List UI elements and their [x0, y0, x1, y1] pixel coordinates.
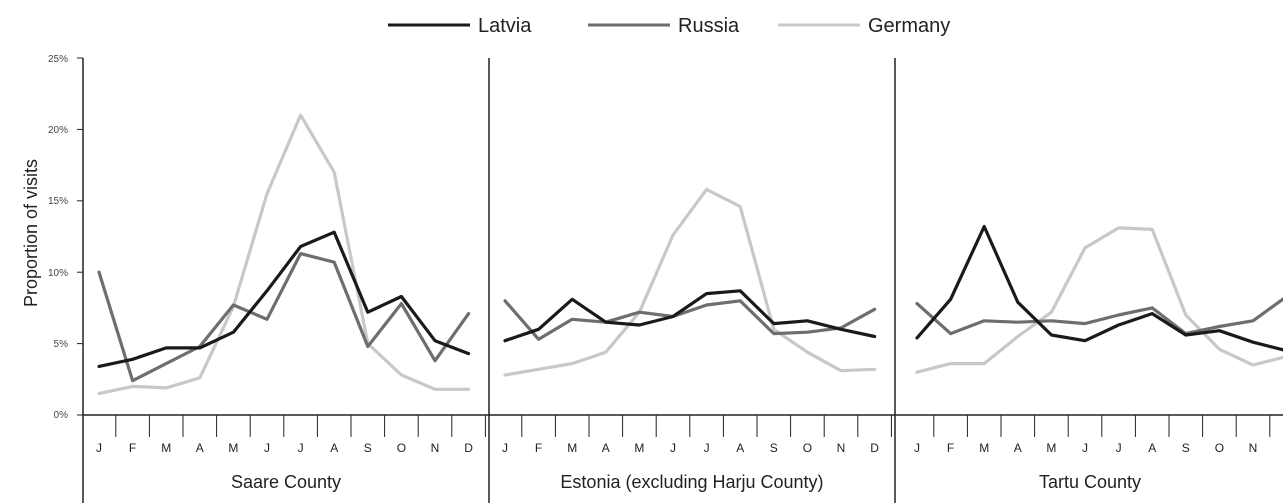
month-label-p0-3: A [196, 441, 204, 455]
legend-label-germany: Germany [868, 15, 950, 37]
month-label-p0-0: J [96, 441, 102, 455]
y-tick-label-10: 10% [48, 268, 68, 279]
month-label-p1-5: J [670, 441, 676, 455]
month-label-p1-3: A [602, 441, 610, 455]
y-tick-label-25: 25% [48, 54, 68, 65]
month-label-p2-5: J [1082, 441, 1088, 455]
month-label-p2-4: M [1046, 441, 1056, 455]
month-label-p2-8: S [1182, 441, 1190, 455]
month-label-p1-6: J [704, 441, 710, 455]
month-label-p0-10: N [431, 441, 440, 455]
month-label-p0-2: M [161, 441, 171, 455]
y-axis-title: Proportion of visits [21, 159, 41, 307]
month-label-p1-8: S [770, 441, 778, 455]
panel-title-estonia: Estonia (excluding Harju County) [560, 472, 823, 492]
legend-label-russia: Russia [678, 15, 740, 37]
series-line-germany-panel-1 [97, 113, 471, 396]
month-label-p1-1: F [535, 441, 542, 455]
month-label-p2-7: A [1148, 441, 1156, 455]
series-line-latvia-panel-2 [503, 289, 877, 343]
month-label-p2-1: F [947, 441, 954, 455]
series-line-latvia-panel-3 [915, 224, 1283, 352]
month-label-p0-9: O [397, 441, 406, 455]
y-tick-labels: 0% 5% 10% 15% 20% 25% [48, 54, 68, 421]
y-tick-label-0: 0% [54, 410, 69, 421]
legend-label-latvia: Latvia [478, 15, 532, 37]
month-label-p1-9: O [803, 441, 812, 455]
month-label-p1-11: D [870, 441, 879, 455]
y-tick-label-20: 20% [48, 125, 68, 136]
series-line-germany-panel-2 [503, 187, 877, 377]
month-label-p0-8: S [364, 441, 372, 455]
series-line-russia-panel-1 [97, 252, 471, 383]
month-label-p1-7: A [736, 441, 744, 455]
month-label-p2-3: A [1014, 441, 1022, 455]
month-label-p2-10: N [1249, 441, 1258, 455]
month-label-p0-5: J [264, 441, 270, 455]
month-label-p1-4: M [634, 441, 644, 455]
series-line-russia-panel-3 [915, 297, 1283, 336]
month-label-p0-1: F [129, 441, 136, 455]
y-tick-label-5: 5% [54, 339, 69, 350]
legend: Latvia Russia Germany [388, 15, 950, 37]
month-label-p2-6: J [1116, 441, 1122, 455]
month-label-p1-0: J [502, 441, 508, 455]
panel-title-saare-county: Saare County [231, 472, 341, 492]
month-label-p0-7: A [330, 441, 338, 455]
series-line-germany-panel-3 [915, 226, 1283, 374]
panel-title-tartu-county: Tartu County [1039, 472, 1141, 492]
y-tick-label-15: 15% [48, 196, 68, 207]
month-label-p1-2: M [567, 441, 577, 455]
month-label-p1-10: N [837, 441, 846, 455]
month-label-p0-4: M [228, 441, 238, 455]
series-line-latvia-panel-1 [97, 230, 471, 368]
month-label-p2-0: J [914, 441, 920, 455]
month-label-p2-2: M [979, 441, 989, 455]
series-line-russia-panel-2 [503, 299, 877, 341]
month-label-p2-9: O [1215, 441, 1224, 455]
month-label-p0-6: J [298, 441, 304, 455]
month-label-p0-11: D [464, 441, 473, 455]
